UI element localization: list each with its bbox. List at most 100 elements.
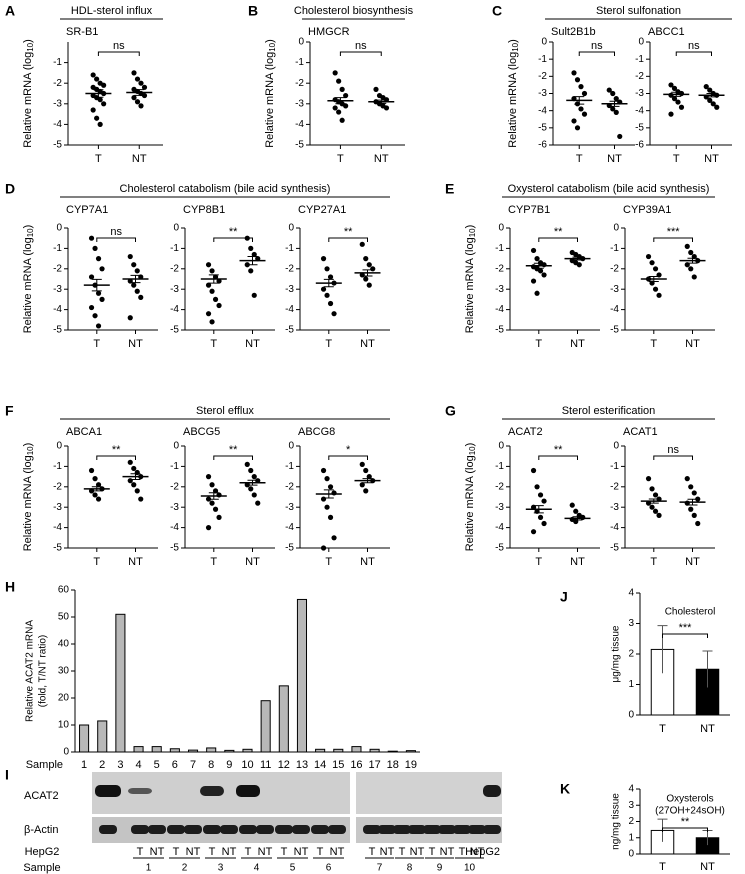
data-point <box>332 70 338 76</box>
gene-name: CYP7A1 <box>66 204 108 216</box>
x-tick-label: 4 <box>135 759 141 771</box>
blot-band <box>256 825 274 834</box>
data-point <box>359 482 365 488</box>
data-point <box>530 247 537 254</box>
significance-bracket <box>339 51 382 56</box>
data-point <box>366 474 372 480</box>
y-tick-label: -3 <box>538 88 547 99</box>
blot-band <box>275 825 293 834</box>
y-tick-label: -5 <box>53 543 62 554</box>
data-point <box>695 520 701 527</box>
x-tick-label: T <box>659 723 666 735</box>
y-axis-label-text: Relative mRNA (log <box>22 237 34 333</box>
data-point <box>127 459 133 465</box>
data-point <box>336 78 342 84</box>
sem-bar <box>208 274 219 284</box>
data-point <box>90 72 96 78</box>
y-axis-label-text: Relative mRNA (log <box>22 52 34 148</box>
y-tick-label: -5 <box>538 122 547 133</box>
data-point <box>613 109 619 115</box>
y-tick-label: -3 <box>53 502 62 513</box>
data-point <box>714 104 720 110</box>
data-point <box>652 492 659 498</box>
chart-title: Oxysterols <box>666 794 713 805</box>
y-tick-label: -4 <box>53 522 62 533</box>
data-point <box>645 476 652 482</box>
blot-band <box>378 825 396 834</box>
y-tick-label: -3 <box>295 98 304 109</box>
sample-number: 7 <box>377 863 383 874</box>
blot-band <box>236 785 260 797</box>
y-tick-label: -2 <box>170 263 179 274</box>
y-tick-label: -3 <box>285 502 294 513</box>
x-tick-label: 2 <box>99 759 105 771</box>
data-point <box>649 260 655 266</box>
x-tick-label: NT <box>128 556 143 568</box>
sample-number: 8 <box>407 863 413 874</box>
x-tick-label: 9 <box>226 759 232 771</box>
data-point <box>97 121 103 127</box>
y-tick-label: -4 <box>610 522 619 533</box>
sem-bar <box>648 498 659 504</box>
data-point <box>95 482 102 488</box>
y-tick-label: 0 <box>288 441 294 452</box>
y-tick-label: 40 <box>58 639 70 650</box>
data-point <box>127 315 133 321</box>
y-tick-label: 20 <box>58 693 70 704</box>
significance-bracket <box>662 633 708 638</box>
data-point <box>573 508 579 514</box>
data-point <box>324 504 330 510</box>
data-point <box>331 490 337 496</box>
error-bar <box>702 650 713 688</box>
x-tick-label: NT <box>570 338 585 350</box>
significance-bracket <box>538 455 578 460</box>
data-point <box>530 529 537 535</box>
y-axis-label: (fold, T/NT ratio) <box>38 635 49 707</box>
data-point <box>90 107 96 113</box>
data-point <box>363 488 369 494</box>
bar <box>187 749 199 753</box>
x-tick-label: T <box>337 153 344 165</box>
data-point <box>324 292 330 298</box>
data-point <box>97 97 103 103</box>
data-point <box>691 274 697 280</box>
blot-image <box>356 772 502 814</box>
y-tick-label: -4 <box>285 304 294 315</box>
blot-band <box>239 825 257 834</box>
lane-label: T <box>245 846 252 858</box>
y-tick-label: -5 <box>610 543 619 554</box>
lane-label: T <box>459 846 466 858</box>
data-point <box>343 103 349 109</box>
y-axis-label: ng/mg tissue <box>611 793 622 850</box>
data-point <box>95 290 102 296</box>
significance-label: ns <box>355 40 367 52</box>
blot-band <box>128 788 152 794</box>
data-point <box>244 262 250 268</box>
y-tick-label: -2 <box>285 481 294 492</box>
significance-label: * <box>346 444 351 456</box>
y-tick-label: -4 <box>53 304 62 315</box>
data-point <box>343 92 349 99</box>
data-point <box>212 506 219 512</box>
x-tick-label: T <box>325 556 332 568</box>
y-axis-label: Relative mRNA (log10) <box>22 443 35 552</box>
x-tick-label: 11 <box>260 759 271 771</box>
y-axis-label-sub: 10 <box>468 228 477 237</box>
y-tick-label: 30 <box>58 666 70 677</box>
blot-band <box>184 825 202 834</box>
sem-bar <box>130 473 141 480</box>
data-point <box>92 313 98 319</box>
y-axis-label-close: ) <box>464 225 476 229</box>
panel-title: Cholesterol biosynthesis <box>294 5 414 17</box>
data-point <box>134 76 141 82</box>
gene-name: HMGCR <box>308 26 350 38</box>
y-tick-label: -1 <box>170 243 179 254</box>
y-axis-label-text: Relative mRNA (log <box>464 455 476 551</box>
significance-bracket <box>538 237 578 242</box>
y-tick-label: 10 <box>58 720 70 731</box>
lane-label: NT <box>470 846 485 858</box>
sem-bar <box>671 91 682 97</box>
blot-band <box>95 785 121 797</box>
data-point <box>138 103 144 109</box>
data-point <box>92 476 98 482</box>
